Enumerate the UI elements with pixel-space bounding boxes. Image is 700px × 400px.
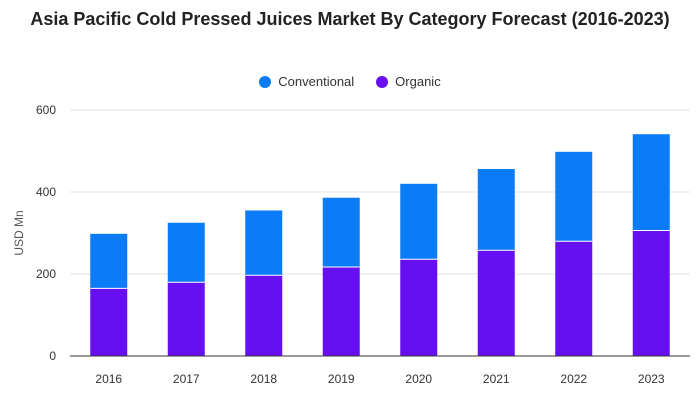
bar-organic-2021 (477, 250, 515, 356)
chart-title: Asia Pacific Cold Pressed Juices Market … (30, 9, 670, 29)
axes: 0 200 400 600 2016 2017 2018 2019 2020 2021 2022 20… (36, 103, 690, 386)
x-tick-label-2019: 2019 (328, 372, 355, 386)
bar-conventional-2020 (400, 183, 438, 260)
bar-conventional-2022 (555, 151, 593, 242)
x-tick-label-2022: 2022 (560, 372, 587, 386)
x-tick-label-2018: 2018 (250, 372, 277, 386)
bar-conventional-2016 (90, 233, 128, 289)
bar-organic-2018 (245, 275, 283, 356)
bar-organic-2017 (167, 282, 205, 356)
y-tick-label-400: 400 (36, 185, 56, 199)
y-tick-label-200: 200 (36, 267, 56, 281)
bar-conventional-2023 (632, 134, 670, 231)
legend-swatch-conventional (259, 75, 272, 88)
bar-conventional-2018 (245, 210, 283, 276)
legend-label-conventional: Conventional (278, 74, 355, 89)
y-axis-title: USD Mn (12, 210, 26, 255)
bars (90, 134, 670, 356)
y-tick-label-0: 0 (49, 349, 56, 363)
x-tick-label-2020: 2020 (405, 372, 432, 386)
legend-label-organic: Organic (395, 74, 441, 89)
x-tick-label-2021: 2021 (483, 372, 510, 386)
legend-item-conventional[interactable]: Conventional (259, 74, 354, 89)
y-tick-label-600: 600 (36, 103, 56, 117)
x-tick-label-2023: 2023 (638, 372, 665, 386)
bar-organic-2016 (90, 288, 128, 356)
grid-lines (70, 109, 690, 275)
bar-organic-2023 (632, 230, 670, 356)
legend-item-organic[interactable]: Organic (376, 74, 441, 89)
bar-conventional-2021 (477, 169, 515, 251)
bar-conventional-2017 (167, 222, 205, 283)
bar-conventional-2019 (322, 197, 360, 268)
bar-organic-2019 (322, 267, 360, 356)
bar-organic-2022 (555, 241, 593, 356)
bar-organic-2020 (400, 259, 438, 356)
x-tick-label-2016: 2016 (95, 372, 122, 386)
chart-legend: Conventional Organic (0, 74, 700, 89)
legend-swatch-organic (376, 75, 389, 88)
x-tick-label-2017: 2017 (173, 372, 200, 386)
